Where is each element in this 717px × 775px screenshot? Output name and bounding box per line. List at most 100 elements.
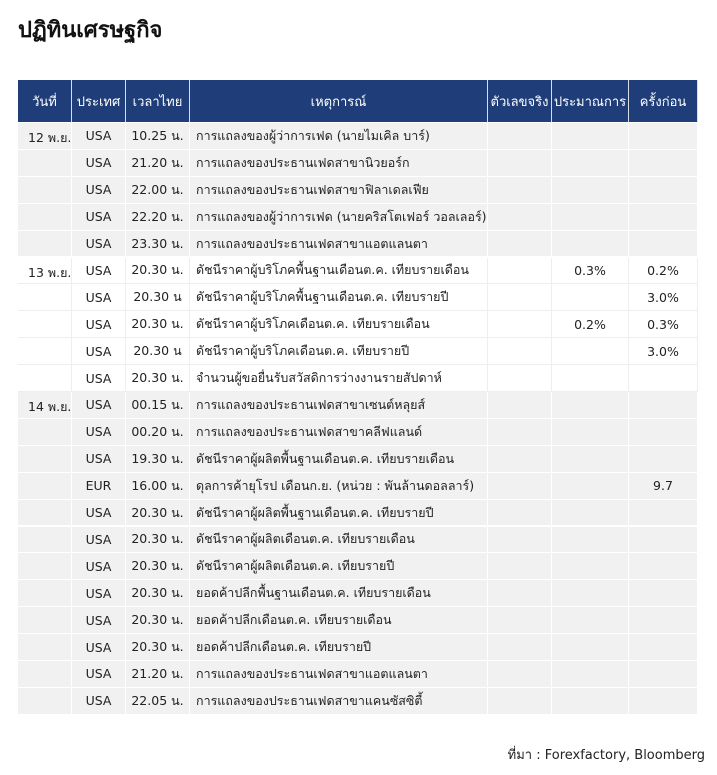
previous-cell	[629, 149, 698, 177]
actual-cell	[488, 472, 552, 500]
column-header: ครั้งก่อน	[629, 80, 698, 123]
time-cell: 20.30 น	[126, 284, 190, 312]
time-cell: 20.30 น.	[126, 257, 190, 285]
date-cell	[18, 634, 72, 661]
actual-cell	[488, 365, 552, 392]
actual-cell	[488, 634, 552, 661]
country-cell: USA	[72, 203, 126, 231]
forecast-cell	[552, 661, 629, 688]
previous-cell	[629, 607, 698, 635]
date-cell	[18, 311, 72, 339]
previous-cell	[629, 230, 698, 258]
date-cell	[18, 284, 72, 312]
previous-cell	[629, 526, 698, 554]
country-cell: USA	[72, 257, 126, 285]
event-cell: ดัชนีราคาผู้บริโภคพื้นฐานเดือนต.ค. เทียบ…	[190, 257, 488, 285]
previous-cell: 0.3%	[629, 311, 698, 339]
time-cell: 22.20 น.	[126, 203, 190, 231]
country-cell: USA	[72, 607, 126, 635]
country-cell: USA	[72, 634, 126, 661]
actual-cell	[488, 338, 552, 366]
event-cell: ดัชนีราคาผู้ผลิตพื้นฐานเดือนต.ค. เทียบรา…	[190, 499, 488, 527]
event-cell: การแถลงของประธานเฟดสาขาเซนต์หลุยส์	[190, 392, 488, 419]
actual-cell	[488, 418, 552, 446]
column-header: เหตุการณ์	[190, 80, 488, 123]
date-cell	[18, 580, 72, 608]
time-cell: 20.30 น.	[126, 607, 190, 635]
time-cell: 20.30 น.	[126, 499, 190, 527]
previous-cell	[629, 392, 698, 419]
forecast-cell	[552, 392, 629, 419]
actual-cell	[488, 230, 552, 258]
forecast-cell	[552, 499, 629, 527]
country-cell: USA	[72, 553, 126, 581]
forecast-cell	[552, 284, 629, 312]
actual-cell	[488, 257, 552, 285]
column-header: วันที่	[18, 80, 72, 123]
event-cell: การแถลงของประธานเฟดสาขาแอตแลนตา	[190, 661, 488, 688]
event-cell: ดัชนีราคาผู้ผลิตเดือนต.ค. เทียบรายเดือน	[190, 526, 488, 554]
event-cell: ดุลการค้ายุโรป เดือนก.ย. (หน่วย : พันล้า…	[190, 472, 488, 500]
forecast-cell	[552, 203, 629, 231]
date-cell	[18, 338, 72, 366]
previous-cell	[629, 445, 698, 473]
actual-cell	[488, 607, 552, 635]
forecast-cell	[552, 338, 629, 366]
forecast-cell	[552, 607, 629, 635]
country-cell: USA	[72, 123, 126, 150]
actual-cell	[488, 203, 552, 231]
country-cell: USA	[72, 149, 126, 177]
actual-cell	[488, 499, 552, 527]
date-cell	[18, 499, 72, 527]
country-cell: USA	[72, 445, 126, 473]
previous-cell	[629, 499, 698, 527]
column-header: ประเทศ	[72, 80, 126, 123]
date-cell	[18, 230, 72, 258]
forecast-cell	[552, 580, 629, 608]
date-cell: 12 พ.ย.	[18, 123, 72, 150]
time-cell: 10.25 น.	[126, 123, 190, 150]
date-cell	[18, 365, 72, 392]
event-cell: การแถลงของประธานเฟดสาขาแคนซัสซิตี้	[190, 687, 488, 715]
date-cell	[18, 553, 72, 581]
event-cell: ยอดค้าปลีกเดือนต.ค. เทียบรายปี	[190, 634, 488, 661]
event-cell: ดัชนีราคาผู้บริโภคเดือนต.ค. เทียบรายปี	[190, 338, 488, 366]
previous-cell: 9.7	[629, 472, 698, 500]
country-cell: USA	[72, 661, 126, 688]
actual-cell	[488, 149, 552, 177]
forecast-cell: 0.2%	[552, 311, 629, 339]
date-cell	[18, 661, 72, 688]
time-cell: 20.30 น	[126, 338, 190, 366]
time-cell: 20.30 น.	[126, 311, 190, 339]
previous-cell	[629, 123, 698, 150]
time-cell: 20.30 น.	[126, 553, 190, 581]
forecast-cell	[552, 365, 629, 392]
actual-cell	[488, 123, 552, 150]
event-cell: การแถลงของผู้ว่าการเฟด (นายไมเคิล บาร์)	[190, 123, 488, 150]
event-cell: ดัชนีราคาผู้บริโภคพื้นฐานเดือนต.ค. เทียบ…	[190, 284, 488, 312]
country-cell: EUR	[72, 472, 126, 500]
source-note: ที่มา : Forexfactory, Bloomberg	[507, 748, 705, 763]
date-cell	[18, 176, 72, 204]
event-cell: จำนวนผู้ขอยื่นรับสวัสดิการว่างงานรายสัปด…	[190, 365, 488, 392]
actual-cell	[488, 526, 552, 554]
date-cell	[18, 445, 72, 473]
event-cell: ดัชนีราคาผู้ผลิตเดือนต.ค. เทียบรายปี	[190, 553, 488, 581]
forecast-cell	[552, 176, 629, 204]
actual-cell	[488, 284, 552, 312]
column-header: ประมาณการ	[552, 80, 629, 123]
previous-cell	[629, 634, 698, 661]
country-cell: USA	[72, 311, 126, 339]
date-cell: 13 พ.ย.	[18, 257, 72, 285]
date-cell: 14 พ.ย.	[18, 392, 72, 419]
date-cell	[18, 203, 72, 231]
date-cell	[18, 607, 72, 635]
event-cell: ยอดค้าปลีกเดือนต.ค. เทียบรายเดือน	[190, 607, 488, 635]
country-cell: USA	[72, 176, 126, 204]
previous-cell	[629, 365, 698, 392]
previous-cell	[629, 203, 698, 231]
actual-cell	[488, 176, 552, 204]
forecast-cell	[552, 634, 629, 661]
previous-cell: 3.0%	[629, 284, 698, 312]
